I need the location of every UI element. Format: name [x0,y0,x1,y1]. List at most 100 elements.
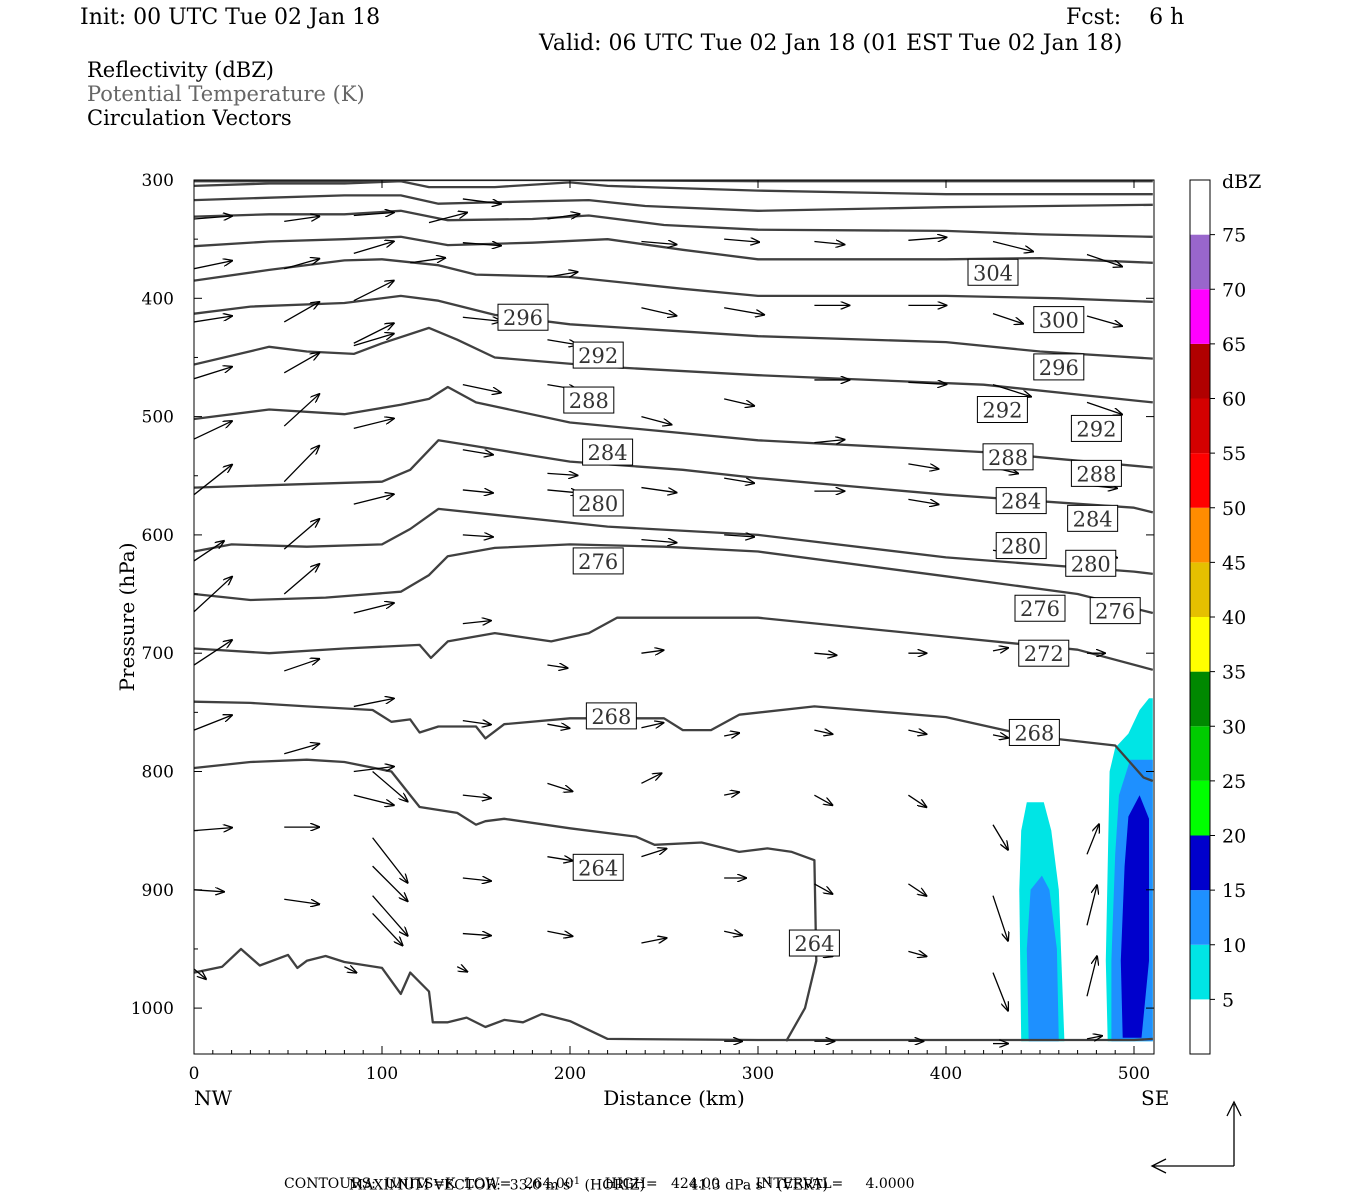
circulation-vector [284,744,319,755]
circulation-vector [641,415,671,425]
circulation-vector [353,323,394,344]
circulation-vector [194,828,232,831]
circulation-vector [814,440,844,443]
circulation-vector [641,773,661,784]
circulation-vector [283,302,319,323]
circulation-vector [353,603,394,614]
circulation-vector [353,794,394,805]
circulation-vector [353,418,394,430]
circulation-vector [992,240,1033,252]
circulation-vector [194,465,232,496]
contour-label-box [1014,594,1066,622]
contour-label: 288 [569,389,609,413]
contour-label-box [572,489,624,517]
circulation-vector [353,698,394,708]
circulation-vector [908,951,926,956]
circulation-vector [1086,824,1099,855]
theta-contour-line [194,326,1153,404]
circulation-vector [641,723,663,728]
legend-circulation-vectors: Circulation Vectors [87,106,292,130]
circulation-vector [462,535,493,537]
theta-contour-line [194,700,1154,783]
colorbar-level-label: 70 [1222,279,1246,301]
circulation-vector [992,648,1008,651]
x-tick-label: 300 [742,1064,774,1084]
colorbar-level-label: 30 [1222,716,1246,738]
circulation-vector [1086,253,1122,267]
circulation-vector [462,878,491,881]
circulation-vector [428,213,467,224]
y-tick-label: 500 [142,408,174,428]
circulation-vector [547,857,572,861]
circulation-vector [372,837,408,883]
contour-label: 276 [578,550,618,574]
circulation-vector [283,519,319,550]
circulation-vector [353,334,394,347]
reflectivity-area [1026,875,1059,1042]
circulation-vector [1086,956,1097,997]
max-vert-value: 41.3 dPa s [689,1177,763,1194]
contour-label: 276 [1095,600,1135,624]
colorbar-swatch [1190,780,1210,836]
contour-label-box [497,303,549,331]
circulation-vector [372,895,408,936]
circulation-vector [908,382,946,384]
circulation-vector [462,621,491,624]
colorbar-level-label: 60 [1222,389,1246,411]
circulation-vector [456,967,467,972]
circulation-vector [372,771,408,802]
max-horiz-exponent: -1 [570,1176,581,1187]
circulation-vector [353,767,394,773]
circulation-vector [992,972,1008,1011]
circulation-vector [641,307,676,316]
circulation-vector [353,281,394,302]
circulation-vector [724,398,754,406]
reference-vector-icon [1150,1100,1242,1174]
circulation-vector [641,540,676,543]
contour-label-box [976,396,1028,424]
y-tick-label: 300 [142,171,174,191]
circulation-vector [908,794,926,807]
x-tick-label: 400 [930,1064,962,1084]
circulation-vector [194,968,206,979]
circulation-vector [547,931,572,936]
contour-label-box [1033,306,1085,334]
colorbar-level-label: 40 [1222,607,1246,629]
contour-label-box [967,258,1019,286]
circulation-vector [283,353,319,374]
circulation-vector [814,794,832,805]
circulation-vector [641,486,676,493]
theta-contour-line [194,385,1153,469]
circulation-vector [194,367,232,380]
circulation-vector [908,498,938,504]
y-tick-label: 1000 [131,999,174,1019]
contour-label-box [1065,549,1117,577]
colorbar-level-label: 35 [1222,662,1246,684]
colorbar-swatch [1190,507,1210,563]
y-axis-label: Pressure (hPa) [115,543,139,692]
colorbar-swatch [1190,453,1210,508]
circulation-vector [908,730,926,734]
contour-label: 284 [1073,507,1113,531]
circulation-vector [547,665,567,668]
contour-label-box [788,929,840,957]
reflectivity-area [1120,795,1149,1038]
contour-label: 280 [1001,535,1041,559]
circulation-vector [353,494,394,505]
plot-frame [193,179,1155,1055]
max-vert-tag: (VERT) [777,1177,828,1194]
contour-label: 292 [1076,417,1116,441]
contour-label-box [1070,414,1122,442]
colorbar-swatch [1190,562,1210,617]
contour-label: 296 [503,306,543,330]
contour-label-box [1018,639,1070,667]
theta-contour-line [194,209,1153,238]
circulation-vector [1086,885,1097,926]
circulation-vector [1086,315,1122,326]
circulation-vector [724,239,759,242]
y-tick-label: 700 [142,644,174,664]
legend-reflectivity: Reflectivity (dBZ) [87,58,275,82]
theta-contour-line [194,758,818,1042]
colorbar-swatch [1190,671,1210,727]
circulation-vector [724,535,754,537]
